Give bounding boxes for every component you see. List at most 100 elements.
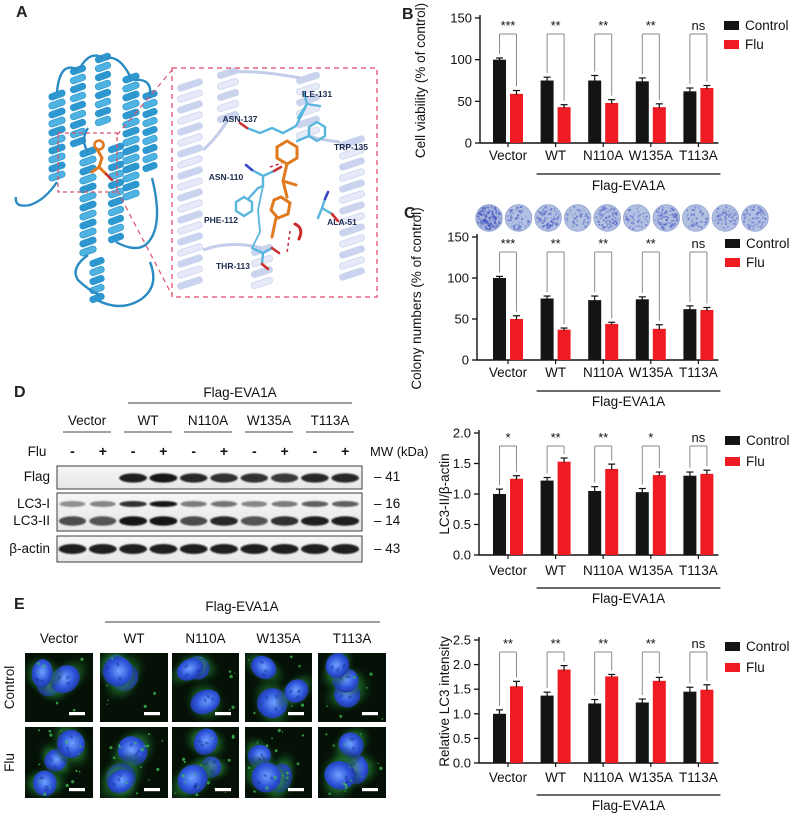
blot-box: [56, 465, 363, 490]
bar-flu-WT: [557, 669, 571, 763]
legend-swatch-control: [724, 21, 739, 30]
legend-label: Flu: [745, 37, 764, 52]
y-tick-label: 150: [447, 230, 469, 245]
bar-flu-W135A: [652, 475, 666, 555]
bar-flu-Vector: [510, 478, 523, 555]
if-image: [172, 727, 239, 798]
legend-swatch-control: [725, 436, 740, 445]
mw-label: – 16: [374, 496, 400, 511]
blot-treatment-label: Flu: [28, 444, 47, 459]
scale-bar: [144, 788, 160, 792]
y-tick-label: 2.0: [453, 657, 471, 672]
lane-sign: -: [191, 443, 196, 459]
protein-ribbon: [48, 52, 158, 304]
colony-dish: [534, 204, 562, 232]
mw-label: – 43: [374, 541, 400, 556]
significance-label: **: [551, 237, 561, 251]
blot-band: [89, 516, 117, 526]
chart-cell-viability: 0 50 100 150 Cell viability (% of control) Ve…: [413, 3, 789, 193]
significance-label: *: [506, 431, 511, 445]
category-label: WT: [545, 365, 566, 380]
lane-sign: -: [70, 443, 75, 459]
legend-swatch-flu: [724, 40, 739, 49]
blot-band: [331, 516, 360, 526]
legend-swatch-flu: [725, 258, 740, 267]
blot-band: [240, 516, 268, 526]
blot-row-label: LC3-II: [13, 513, 50, 528]
y-axis-label: Relative LC3 intensity: [437, 636, 452, 767]
category-label: W135A: [629, 770, 673, 785]
residue-label: PHE-112: [204, 215, 238, 225]
category-label: WT: [545, 148, 566, 163]
y-axis-label: Cell viability (% of control): [413, 3, 428, 158]
blot-band: [331, 544, 360, 554]
blot-band: [210, 516, 238, 526]
group-label: Flag-EVA1A: [592, 178, 665, 193]
blot-band: [210, 544, 238, 554]
blot-band: [149, 516, 178, 526]
panel-a-label: A: [16, 4, 28, 21]
bar-control-T113A: [683, 91, 697, 143]
category-label: T113A: [679, 148, 718, 163]
scale-bar: [362, 712, 378, 716]
colony-dish: [711, 204, 740, 232]
scale-bar: [215, 712, 231, 716]
if-image: [100, 727, 168, 798]
residue-label: ASN-137: [223, 114, 258, 124]
ligand-oxygen: [293, 222, 303, 241]
significance-label: *: [648, 431, 653, 445]
scale-bar: [288, 788, 304, 792]
legend-label: Control: [746, 433, 790, 448]
group-label: Flag-EVA1A: [592, 394, 665, 409]
significance-label: ns: [692, 236, 706, 251]
if-image: [100, 653, 168, 722]
lane-sign: +: [281, 443, 289, 459]
panel-a-structure: ILE-131 ASN-137 TRP-135 ASN-110 PHE-112 …: [14, 52, 378, 308]
bar-flu-W135A: [652, 328, 666, 360]
y-tick-label: 1.5: [453, 682, 471, 697]
panel-e-row-label: Flu: [2, 753, 17, 772]
panel-c-label: C: [404, 205, 416, 222]
significance-label: **: [646, 237, 656, 251]
blot-band: [180, 501, 207, 507]
lane-sign: -: [131, 443, 136, 459]
y-tick-label: 1.5: [453, 456, 471, 471]
panel-e-column-label: WT: [124, 631, 145, 646]
category-label: WT: [545, 563, 566, 578]
scale-bar: [215, 788, 231, 792]
colony-dish: [563, 204, 592, 232]
bar-control-WT: [540, 80, 554, 143]
panel-e-column-label: N110A: [185, 631, 225, 646]
y-tick-label: 1.0: [453, 706, 471, 721]
if-image: [25, 653, 93, 722]
significance-label: **: [503, 637, 513, 651]
bar-control-Vector: [493, 59, 506, 143]
blot-band: [179, 473, 208, 483]
bar-control-W135A: [635, 81, 649, 143]
bar-flu-N110A: [605, 468, 619, 555]
group-label: Flag-EVA1A: [592, 798, 665, 813]
colony-dishes: [475, 204, 769, 232]
inset-ribbon: [177, 66, 365, 290]
hydrogen-bonds: [269, 162, 291, 254]
category-label: T113A: [679, 365, 718, 380]
category-label: N110A: [583, 770, 623, 785]
blot-band: [89, 501, 116, 507]
y-axis-label: Colony numbers (% of control): [409, 207, 424, 389]
colony-dish: [741, 204, 769, 232]
blot-band: [119, 501, 147, 507]
blot-band: [240, 544, 269, 554]
blot-band: [149, 473, 178, 483]
bar-flu-W135A: [652, 680, 666, 763]
lane-sign: +: [159, 443, 167, 459]
bar-control-WT: [540, 480, 554, 555]
significance-label: **: [598, 637, 608, 651]
legend-label: Flu: [746, 255, 765, 270]
blot-band: [270, 516, 299, 526]
blot-band: [270, 473, 299, 483]
panel-b-label: B: [402, 6, 414, 23]
bar-control-W135A: [635, 492, 649, 555]
if-image: [25, 727, 93, 798]
bar-flu-Vector: [510, 319, 523, 360]
bar-flu-WT: [557, 461, 571, 555]
